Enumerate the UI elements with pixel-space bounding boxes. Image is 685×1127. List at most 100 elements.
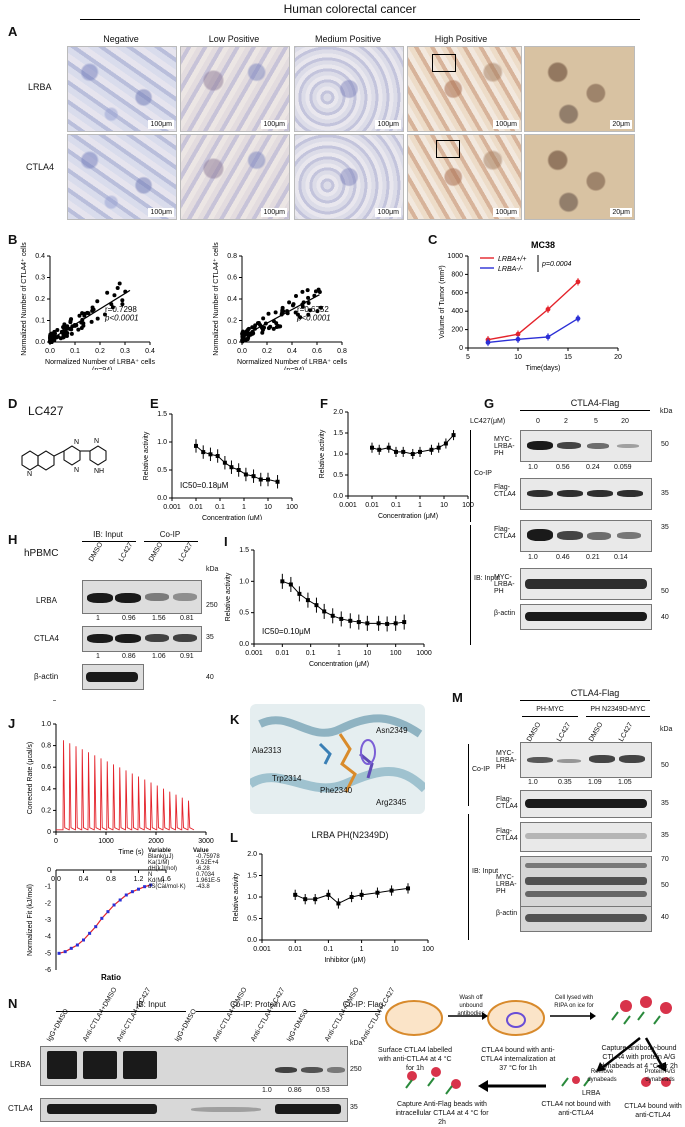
m-coip-label: Co-IP bbox=[472, 766, 490, 773]
x-tick-label: 3000 bbox=[198, 838, 214, 845]
h-rule-coip bbox=[144, 541, 198, 542]
x-tick-label: 0 bbox=[54, 838, 58, 845]
j-table: Variable Value Blank(μJ) -0.75978 Ka(1/M) 9… bbox=[148, 848, 221, 890]
x-tick-label: 100 bbox=[286, 504, 298, 511]
schem-arrow1: Wash off unbound antibodies bbox=[457, 995, 485, 1017]
schem-arrow4: Protein A/G dynabeads bbox=[644, 1069, 676, 1083]
m-mw-1: 50 bbox=[661, 762, 669, 769]
data-point bbox=[124, 893, 128, 897]
fit-curve bbox=[195, 445, 278, 483]
y-tick-label: 0.5 bbox=[333, 472, 343, 479]
x-tick-label: 0.001 bbox=[339, 502, 357, 509]
data-point bbox=[436, 445, 441, 450]
n-rule-protein-ag bbox=[196, 1011, 296, 1012]
y-tick-label: -6 bbox=[45, 967, 51, 974]
data-point bbox=[339, 616, 344, 621]
h-q1-1: 0.96 bbox=[122, 615, 136, 622]
y-tick-label: 800 bbox=[451, 271, 463, 278]
y-tick-label: 0.5 bbox=[239, 610, 249, 617]
k-docking-view bbox=[250, 704, 425, 814]
data-point bbox=[545, 334, 551, 340]
x-axis-label: Time(days) bbox=[526, 365, 561, 372]
series-line bbox=[487, 281, 579, 341]
data-point bbox=[314, 603, 319, 608]
data-point bbox=[336, 901, 341, 906]
data-point bbox=[330, 613, 335, 618]
m-header-rule bbox=[520, 700, 650, 701]
legend-label: LRBA+/+ bbox=[498, 256, 526, 263]
y-tick-label: 1.5 bbox=[333, 430, 343, 437]
x-axis-label: Concentration (μM) bbox=[309, 661, 369, 668]
m-q-2: 1.09 bbox=[588, 779, 602, 786]
x-axis-label: Ratio bbox=[101, 973, 121, 982]
data-point bbox=[253, 323, 258, 328]
h-kda: kDa bbox=[206, 566, 219, 573]
regression-line bbox=[49, 289, 131, 341]
x-tick-label: 0.0 bbox=[237, 348, 247, 355]
p-value: p<0.0001 bbox=[296, 314, 331, 323]
k-res-asn2349: Asn2349 bbox=[376, 726, 408, 735]
data-point bbox=[515, 336, 521, 342]
m-sub2-rule bbox=[586, 716, 650, 717]
g-blot-actin bbox=[520, 604, 652, 630]
data-point bbox=[308, 308, 313, 313]
h-lane-1: DMSO bbox=[87, 541, 105, 563]
x-tick-label: 0.1 bbox=[70, 348, 80, 355]
x-tick-label: 0.4 bbox=[287, 348, 297, 355]
y-tick-label: 1.0 bbox=[41, 721, 51, 728]
x-axis-label: Concentration (μM) bbox=[378, 513, 438, 520]
g-coip-label: Co-IP bbox=[474, 470, 492, 477]
ihc-lrba-medium: 100μm bbox=[294, 46, 404, 132]
data-point bbox=[90, 308, 95, 313]
data-point bbox=[61, 335, 66, 340]
n-mw-2: 35 bbox=[350, 1104, 358, 1111]
data-point bbox=[418, 449, 422, 454]
data-point bbox=[112, 293, 117, 298]
g-dose-20: 20 bbox=[621, 418, 629, 425]
schem-step5: CTLA4 bound with anti-CTLA4 bbox=[624, 1103, 682, 1119]
m-sub2: PH N2349D-MYC bbox=[590, 706, 646, 713]
data-point bbox=[451, 433, 456, 438]
x-tick-label: 0.4 bbox=[145, 348, 155, 355]
fit-curve bbox=[295, 887, 409, 905]
g-mw-5: 40 bbox=[661, 614, 669, 621]
data-point bbox=[370, 445, 374, 450]
y-tick-label: 0.1 bbox=[35, 318, 45, 325]
data-point bbox=[306, 295, 311, 300]
g-blot-myc-lrba-ph-input bbox=[520, 568, 652, 600]
y-tick-label: 0.0 bbox=[333, 493, 343, 500]
data-point bbox=[102, 312, 107, 317]
m-bracket-input bbox=[468, 814, 469, 940]
g-blot2-label: Flag-CTLA4 bbox=[494, 484, 516, 498]
g-dose-2: 2 bbox=[564, 418, 568, 425]
data-point bbox=[69, 317, 74, 322]
data-point bbox=[243, 472, 248, 477]
panel-label-c: C bbox=[428, 232, 438, 247]
p-value: p=0.0004 bbox=[541, 261, 571, 268]
data-point bbox=[100, 916, 104, 920]
k-res-phe2340: Phe2340 bbox=[320, 786, 353, 795]
data-point bbox=[208, 452, 213, 457]
h-blot-ctla4 bbox=[82, 626, 202, 652]
m-q-0: 1.0 bbox=[528, 779, 538, 786]
m-q-1: 0.35 bbox=[558, 779, 572, 786]
data-point bbox=[120, 298, 125, 303]
y-tick-label: 0.5 bbox=[247, 916, 257, 923]
k-res-arg2345: Arg2345 bbox=[376, 798, 407, 807]
h-q1-2: 1.56 bbox=[152, 615, 166, 622]
n-blot2-label: CTLA4 bbox=[8, 1104, 33, 1113]
m-lane-1: DMSO bbox=[525, 721, 543, 743]
g-q2-2: 0.21 bbox=[586, 554, 600, 561]
g-blot3-label: Flag-CTLA4 bbox=[494, 526, 516, 540]
data-point bbox=[61, 325, 66, 330]
x-tick-label: 0.2 bbox=[95, 348, 105, 355]
m-blot5-label: β-actin bbox=[496, 910, 518, 917]
data-point bbox=[258, 477, 263, 482]
x-tick-label: 0.001 bbox=[245, 650, 263, 657]
data-point bbox=[248, 332, 253, 337]
g-kda: kDa bbox=[660, 408, 673, 415]
g-dose-0: 0 bbox=[536, 418, 540, 425]
h-blot1-label: LRBA bbox=[36, 596, 57, 605]
svg-text:N: N bbox=[27, 471, 32, 478]
y-tick-label: 0.8 bbox=[41, 743, 51, 750]
